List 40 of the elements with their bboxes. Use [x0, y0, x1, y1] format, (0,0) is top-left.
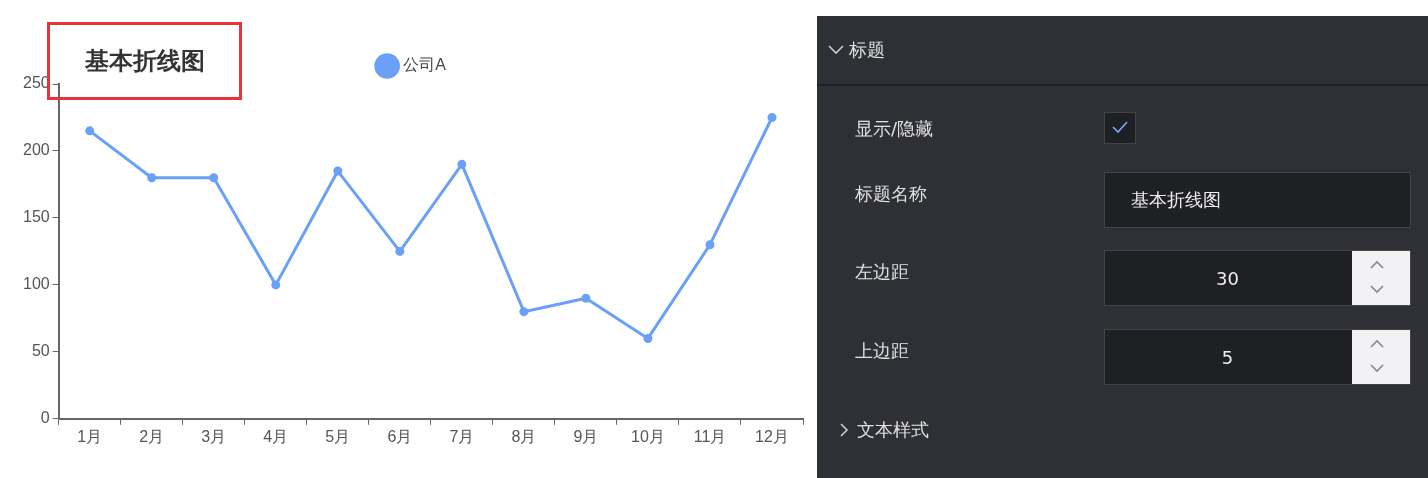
text: 标题	[849, 38, 885, 62]
x-tick-label: 2月	[139, 427, 165, 445]
point	[395, 246, 405, 256]
x-tick-label: 1月	[77, 427, 103, 445]
text: 文本样式	[857, 418, 929, 442]
y-tick-label: 50	[31, 342, 50, 360]
text: 30	[1215, 267, 1240, 289]
point	[209, 173, 219, 183]
x-tick-label: 3月	[201, 427, 227, 445]
y-tick-label: 100	[22, 275, 50, 293]
x-tick-label: 8月	[511, 427, 537, 445]
x-tick-label: 11月	[693, 427, 727, 445]
point	[271, 280, 281, 290]
text: 5	[1220, 346, 1235, 368]
y-tick-label: 200	[22, 141, 50, 159]
point	[85, 126, 95, 136]
x-tick-label: 7月	[449, 427, 475, 445]
x-tick-label: 4月	[263, 427, 289, 445]
point	[333, 166, 343, 176]
text: 显示/隐藏	[855, 117, 934, 141]
legend-label: 公司A	[403, 56, 447, 74]
text: 左边距	[855, 260, 909, 284]
x-tick-label: 5月	[325, 427, 351, 445]
point	[767, 112, 777, 122]
point	[519, 307, 529, 317]
chart-title: 基本折线图	[84, 47, 205, 75]
text: 上边距	[855, 339, 909, 363]
point	[705, 240, 715, 250]
point	[147, 173, 157, 183]
x-tick-label: 6月	[387, 427, 413, 445]
x-tick-label: 9月	[573, 427, 599, 445]
x-tick-label: 12月	[755, 427, 789, 445]
x-tick-label: 10月	[631, 427, 665, 445]
y-tick-label: 0	[40, 409, 50, 427]
point	[581, 293, 591, 303]
text: 基本折线图	[1130, 188, 1221, 212]
text: 标题名称	[855, 182, 927, 206]
point	[457, 159, 467, 169]
y-tick-label: 150	[22, 208, 50, 226]
point	[643, 333, 653, 343]
